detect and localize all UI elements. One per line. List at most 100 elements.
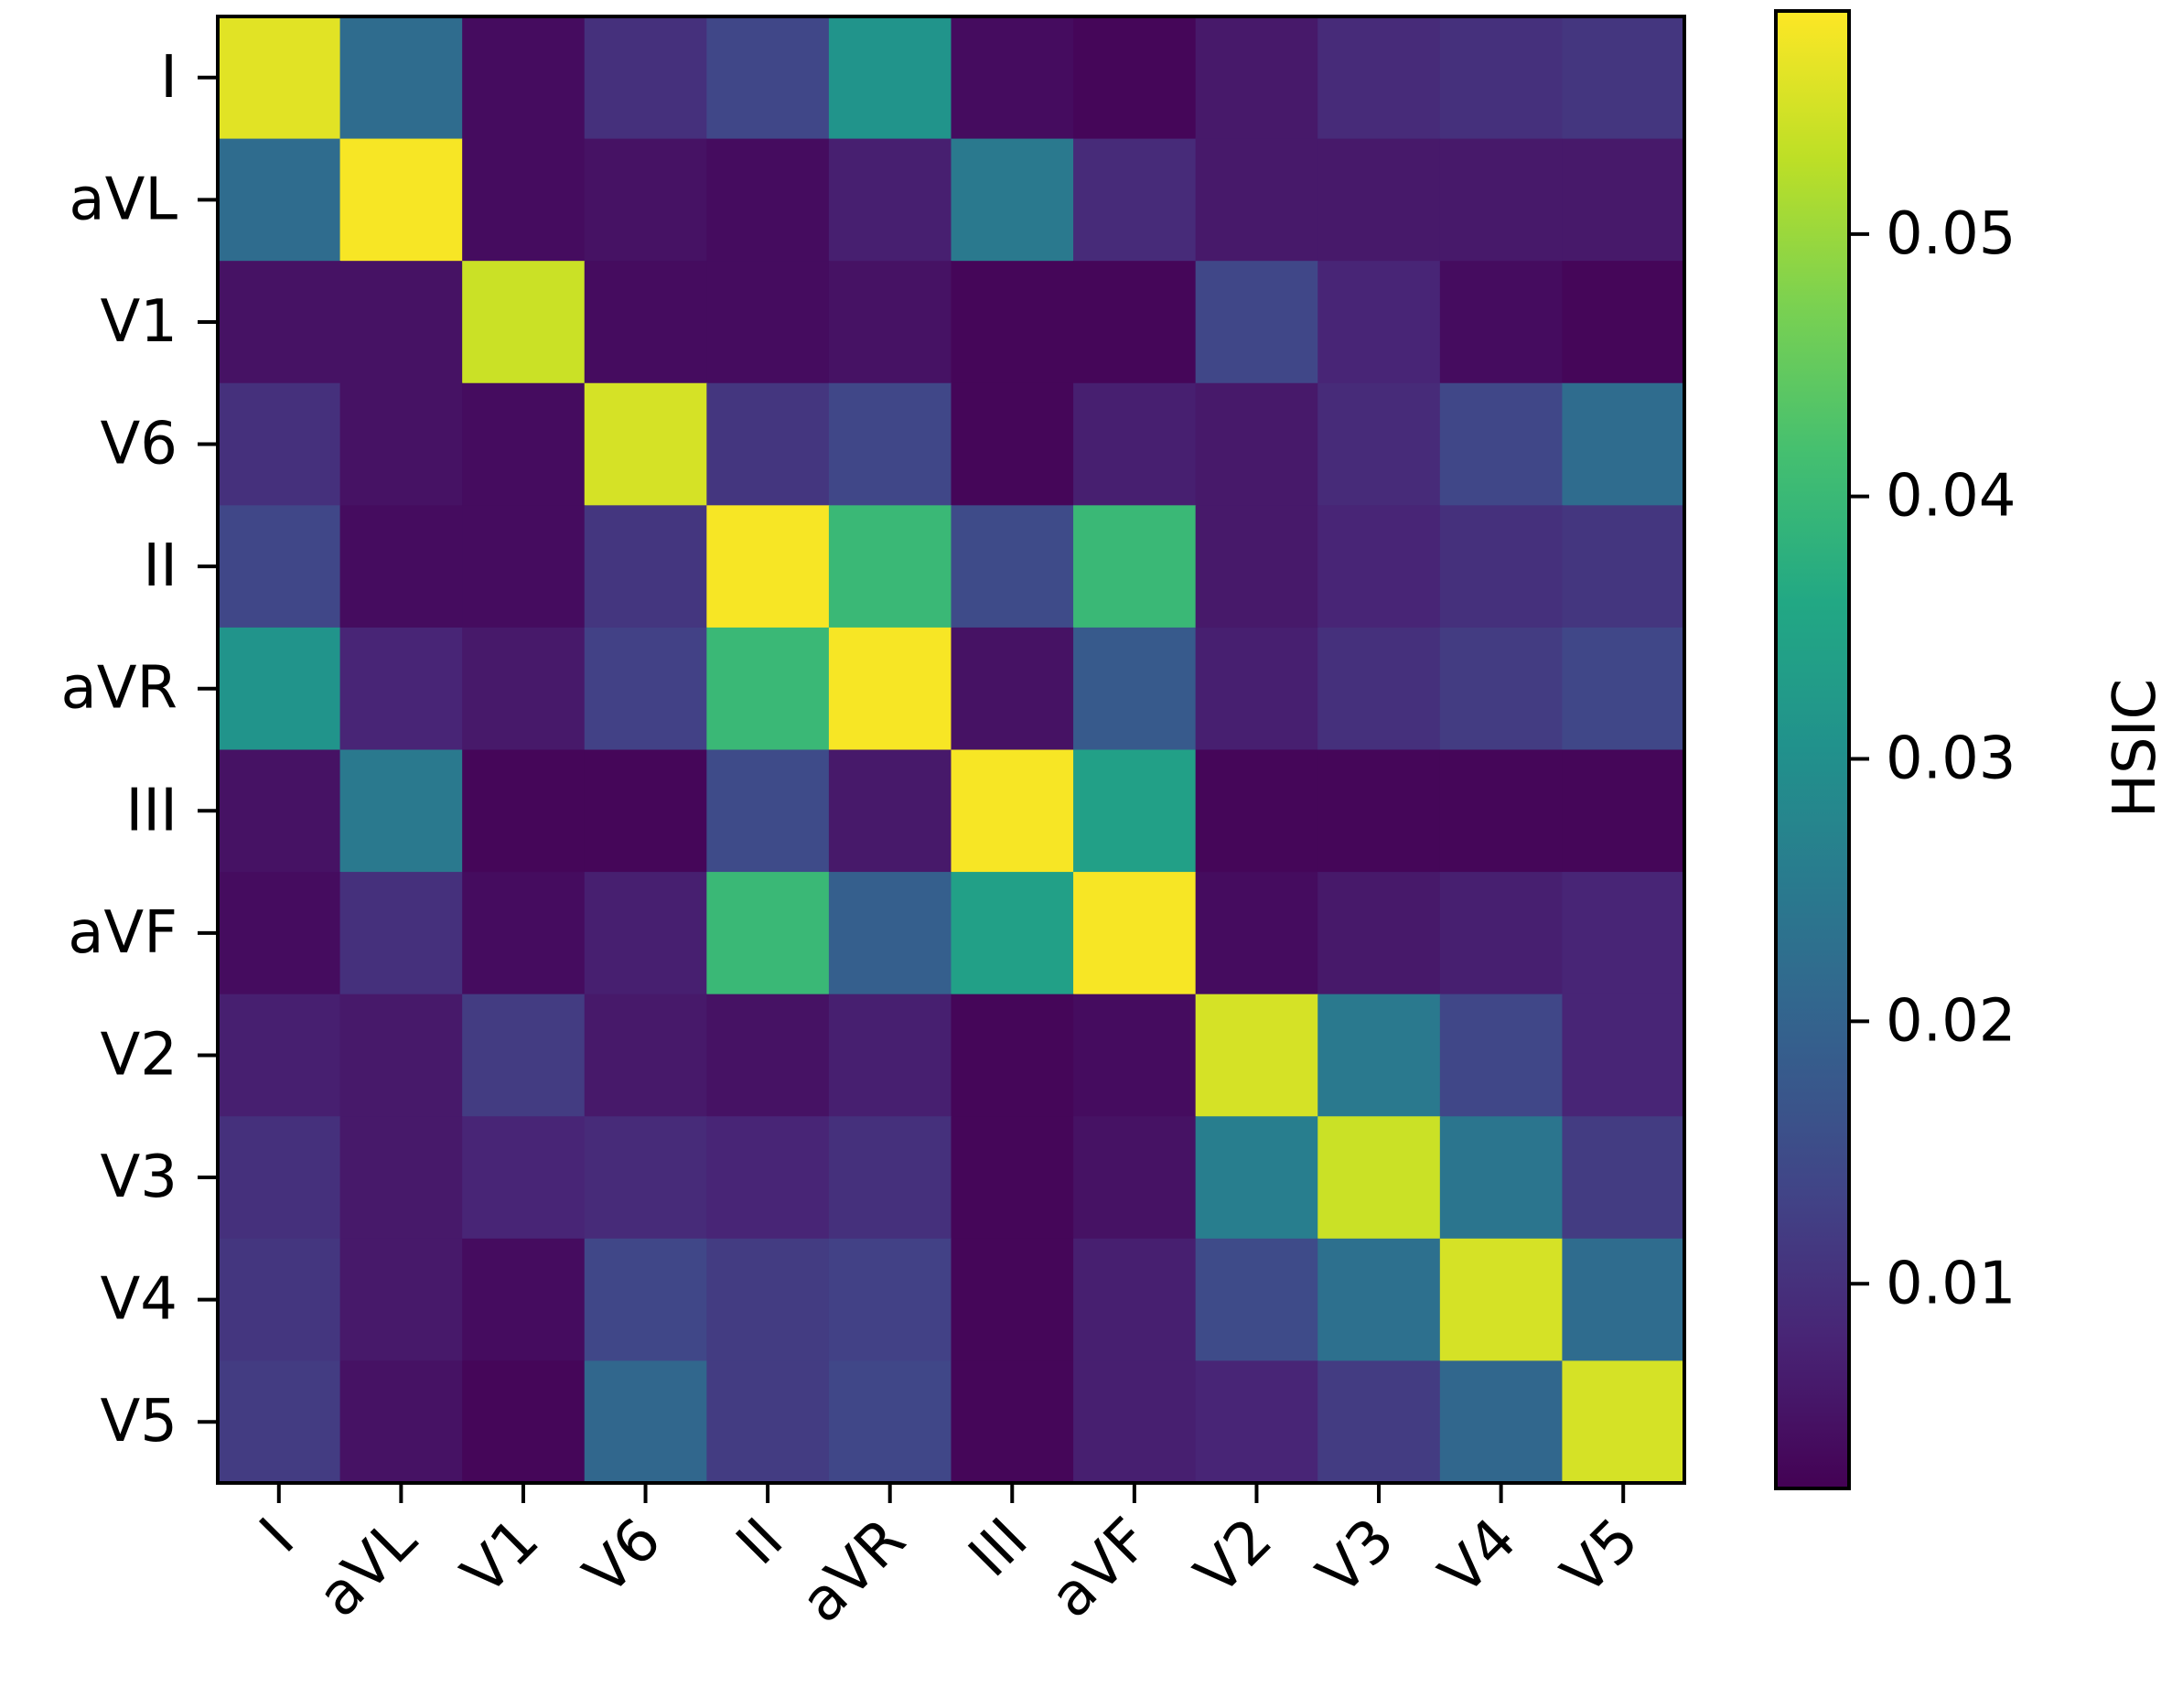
heatmap-cell — [218, 382, 341, 507]
heatmap-cell — [828, 505, 952, 628]
heatmap-cell — [951, 261, 1074, 384]
heatmap-cell — [218, 1238, 341, 1362]
x-tick-label: aVR — [789, 1506, 919, 1636]
heatmap-cell — [706, 1238, 830, 1362]
heatmap-cell — [1073, 1116, 1197, 1240]
heatmap-cell — [1195, 505, 1319, 628]
heatmap-cell — [462, 138, 586, 262]
heatmap-cell — [1562, 382, 1685, 507]
heatmap-cell — [339, 138, 463, 262]
heatmap-cell — [584, 505, 708, 628]
heatmap-cell — [1073, 1238, 1197, 1362]
heatmap-cell — [1073, 505, 1197, 628]
heatmap-cell — [218, 16, 341, 140]
heatmap-cell — [339, 749, 463, 873]
x-tick-label: I — [247, 1506, 307, 1566]
y-tick-label: V2 — [101, 1021, 178, 1089]
x-tick-label: V1 — [449, 1506, 552, 1608]
heatmap-cell — [1439, 1116, 1564, 1240]
heatmap-cell — [1317, 382, 1441, 507]
heatmap-cell — [1439, 138, 1564, 262]
heatmap-cell — [1073, 261, 1197, 384]
heatmap-cell — [828, 872, 952, 995]
colorbar-tick-label: 0.03 — [1886, 725, 2016, 793]
heatmap-cell — [339, 505, 463, 628]
heatmap-cell — [462, 627, 586, 751]
heatmap-cell — [1317, 872, 1441, 995]
heatmap-cell — [218, 505, 341, 628]
heatmap-cell — [1195, 16, 1319, 140]
heatmap-cell — [462, 382, 586, 507]
heatmap-cell — [462, 872, 586, 995]
heatmap-cell — [1439, 16, 1564, 140]
heatmap-cell — [462, 16, 586, 140]
heatmap-cell — [706, 994, 830, 1118]
heatmap-cell — [1073, 138, 1197, 262]
heatmap-cell — [1562, 872, 1685, 995]
heatmap-cell — [951, 994, 1074, 1118]
x-tick-label: V3 — [1305, 1506, 1407, 1608]
heatmap-cell — [1317, 749, 1441, 873]
heatmap-cell — [339, 261, 463, 384]
heatmap-cell — [1195, 1116, 1319, 1240]
colorbar-frame — [1774, 9, 1851, 1490]
x-tick-label: aVF — [1038, 1506, 1163, 1631]
heatmap-cell — [462, 1360, 586, 1484]
heatmap-cell — [828, 1116, 952, 1240]
heatmap-cell — [951, 1116, 1074, 1240]
heatmap-cell — [706, 627, 830, 751]
heatmap-cell — [1317, 505, 1441, 628]
heatmap-cell — [1562, 1116, 1685, 1240]
heatmap-cell — [1317, 261, 1441, 384]
heatmap-cell — [584, 1360, 708, 1484]
heatmap-cell — [1317, 16, 1441, 140]
heatmap-cell — [1073, 627, 1197, 751]
y-tick-label: aVL — [69, 166, 177, 233]
heatmap-cell — [706, 749, 830, 873]
y-tick-label: aVR — [61, 655, 177, 723]
heatmap-cell — [1073, 872, 1197, 995]
heatmap-cell — [828, 1360, 952, 1484]
heatmap-cell — [339, 382, 463, 507]
heatmap-cell — [462, 1238, 586, 1362]
heatmap-cell — [1073, 994, 1197, 1118]
heatmap-cell — [1195, 1238, 1319, 1362]
heatmap-cell — [706, 138, 830, 262]
x-tick-label: III — [956, 1506, 1040, 1590]
heatmap-cell — [339, 16, 463, 140]
y-tick-label: V5 — [101, 1388, 178, 1456]
heatmap-cell — [1317, 1116, 1441, 1240]
heatmap-cell — [706, 261, 830, 384]
heatmap-cell — [1195, 994, 1319, 1118]
heatmap-cell — [1439, 872, 1564, 995]
heatmap-cell — [218, 994, 341, 1118]
heatmap-cell — [1317, 138, 1441, 262]
colorbar-tick-label: 0.04 — [1886, 463, 2016, 531]
heatmap-cell — [584, 994, 708, 1118]
heatmap-cell — [218, 138, 341, 262]
x-tick-label: V6 — [572, 1506, 674, 1608]
heatmap-cell — [1439, 261, 1564, 384]
heatmap-cell — [339, 872, 463, 995]
heatmap-cell — [1439, 505, 1564, 628]
heatmap-cell — [1073, 749, 1197, 873]
heatmap-cell — [1439, 749, 1564, 873]
heatmap-cell — [584, 872, 708, 995]
heatmap-cell — [951, 1238, 1074, 1362]
heatmap-cell — [951, 749, 1074, 873]
heatmap-cell — [1195, 382, 1319, 507]
x-tick-label: V5 — [1549, 1506, 1651, 1608]
heatmap-cell — [828, 138, 952, 262]
heatmap-cell — [339, 627, 463, 751]
heatmap-cell — [951, 138, 1074, 262]
y-tick-label: V1 — [101, 288, 178, 356]
heatmap-cell — [1073, 382, 1197, 507]
heatmap-cells — [218, 16, 1685, 1484]
y-tick-label: V3 — [101, 1144, 178, 1211]
heatmap-cell — [218, 1116, 341, 1240]
heatmap-cell — [1439, 382, 1564, 507]
heatmap-cell — [1439, 627, 1564, 751]
